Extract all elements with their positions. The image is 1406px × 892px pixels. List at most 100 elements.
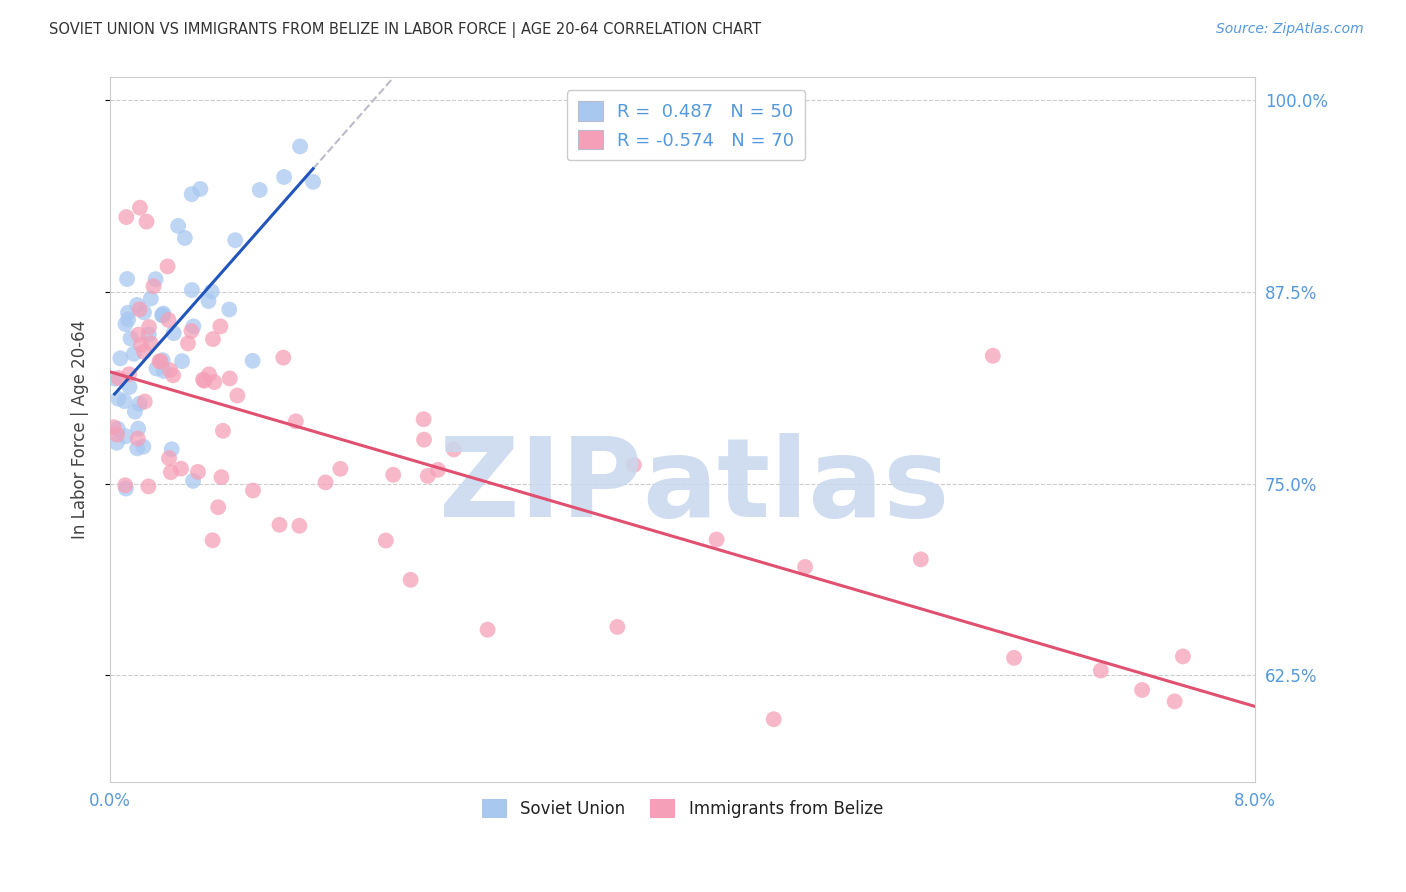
Point <box>129 337 152 351</box>
Point <box>226 388 249 402</box>
Point <box>104 372 127 386</box>
Point <box>115 210 138 224</box>
Point <box>416 469 439 483</box>
Point <box>399 573 422 587</box>
Point <box>443 442 465 457</box>
Point <box>762 712 785 726</box>
Point <box>138 327 160 342</box>
Point <box>162 368 184 383</box>
Point <box>167 219 190 233</box>
Point <box>160 465 183 479</box>
Point <box>242 353 264 368</box>
Point <box>152 309 174 323</box>
Point <box>157 451 180 466</box>
Point <box>212 424 235 438</box>
Point <box>201 533 224 548</box>
Point <box>152 306 174 320</box>
Point <box>107 392 129 406</box>
Point <box>145 361 167 376</box>
Point <box>132 344 155 359</box>
Point <box>127 327 149 342</box>
Point <box>1163 694 1185 708</box>
Point <box>426 463 449 477</box>
Point <box>132 305 155 319</box>
Point <box>269 517 291 532</box>
Point <box>374 533 396 548</box>
Point <box>218 371 240 385</box>
Text: SOVIET UNION VS IMMIGRANTS FROM BELIZE IN LABOR FORCE | AGE 20-64 CORRELATION CH: SOVIET UNION VS IMMIGRANTS FROM BELIZE I… <box>49 22 761 38</box>
Point <box>120 331 142 345</box>
Point <box>150 308 173 322</box>
Point <box>132 440 155 454</box>
Point <box>117 312 139 326</box>
Point <box>173 231 195 245</box>
Point <box>118 380 141 394</box>
Point <box>127 298 149 312</box>
Point <box>1002 651 1025 665</box>
Point <box>114 317 136 331</box>
Point <box>198 368 221 382</box>
Point <box>197 293 219 308</box>
Point <box>981 349 1004 363</box>
Point <box>180 283 202 297</box>
Point <box>148 354 170 368</box>
Point <box>284 414 307 428</box>
Point <box>1171 649 1194 664</box>
Point <box>128 397 150 411</box>
Point <box>107 422 129 436</box>
Y-axis label: In Labor Force | Age 20-64: In Labor Force | Age 20-64 <box>72 320 89 540</box>
Legend: Soviet Union, Immigrants from Belize: Soviet Union, Immigrants from Belize <box>475 793 890 825</box>
Point <box>191 373 214 387</box>
Point <box>1090 664 1112 678</box>
Point <box>127 422 149 436</box>
Point <box>170 354 193 368</box>
Point <box>110 351 132 366</box>
Point <box>623 458 645 472</box>
Point <box>302 175 325 189</box>
Point <box>177 336 200 351</box>
Point <box>152 364 174 378</box>
Point <box>159 363 181 377</box>
Point <box>170 461 193 475</box>
Point <box>138 479 160 493</box>
Point <box>187 465 209 479</box>
Point <box>181 474 204 488</box>
Point <box>139 292 162 306</box>
Point <box>910 552 932 566</box>
Point <box>149 354 172 368</box>
Point <box>273 169 295 184</box>
Point <box>134 394 156 409</box>
Point <box>606 620 628 634</box>
Point <box>183 319 205 334</box>
Point <box>127 432 149 446</box>
Point <box>271 351 294 365</box>
Point <box>114 394 136 409</box>
Point <box>107 371 129 385</box>
Point <box>145 272 167 286</box>
Point <box>156 260 179 274</box>
Point <box>117 306 139 320</box>
Point <box>180 187 202 202</box>
Point <box>124 404 146 418</box>
Point <box>382 467 405 482</box>
Point <box>163 326 186 340</box>
Point <box>105 435 128 450</box>
Point <box>180 324 202 338</box>
Point <box>242 483 264 498</box>
Point <box>288 139 311 153</box>
Point <box>157 313 180 327</box>
Point <box>202 375 225 389</box>
Point <box>209 319 232 334</box>
Point <box>135 214 157 228</box>
Point <box>139 336 162 351</box>
Point <box>249 183 271 197</box>
Point <box>152 353 174 368</box>
Point <box>190 182 212 196</box>
Point <box>129 201 152 215</box>
Text: atlas: atlas <box>643 433 950 540</box>
Point <box>329 462 352 476</box>
Point <box>315 475 337 490</box>
Point <box>115 429 138 443</box>
Point <box>288 518 311 533</box>
Point <box>218 302 240 317</box>
